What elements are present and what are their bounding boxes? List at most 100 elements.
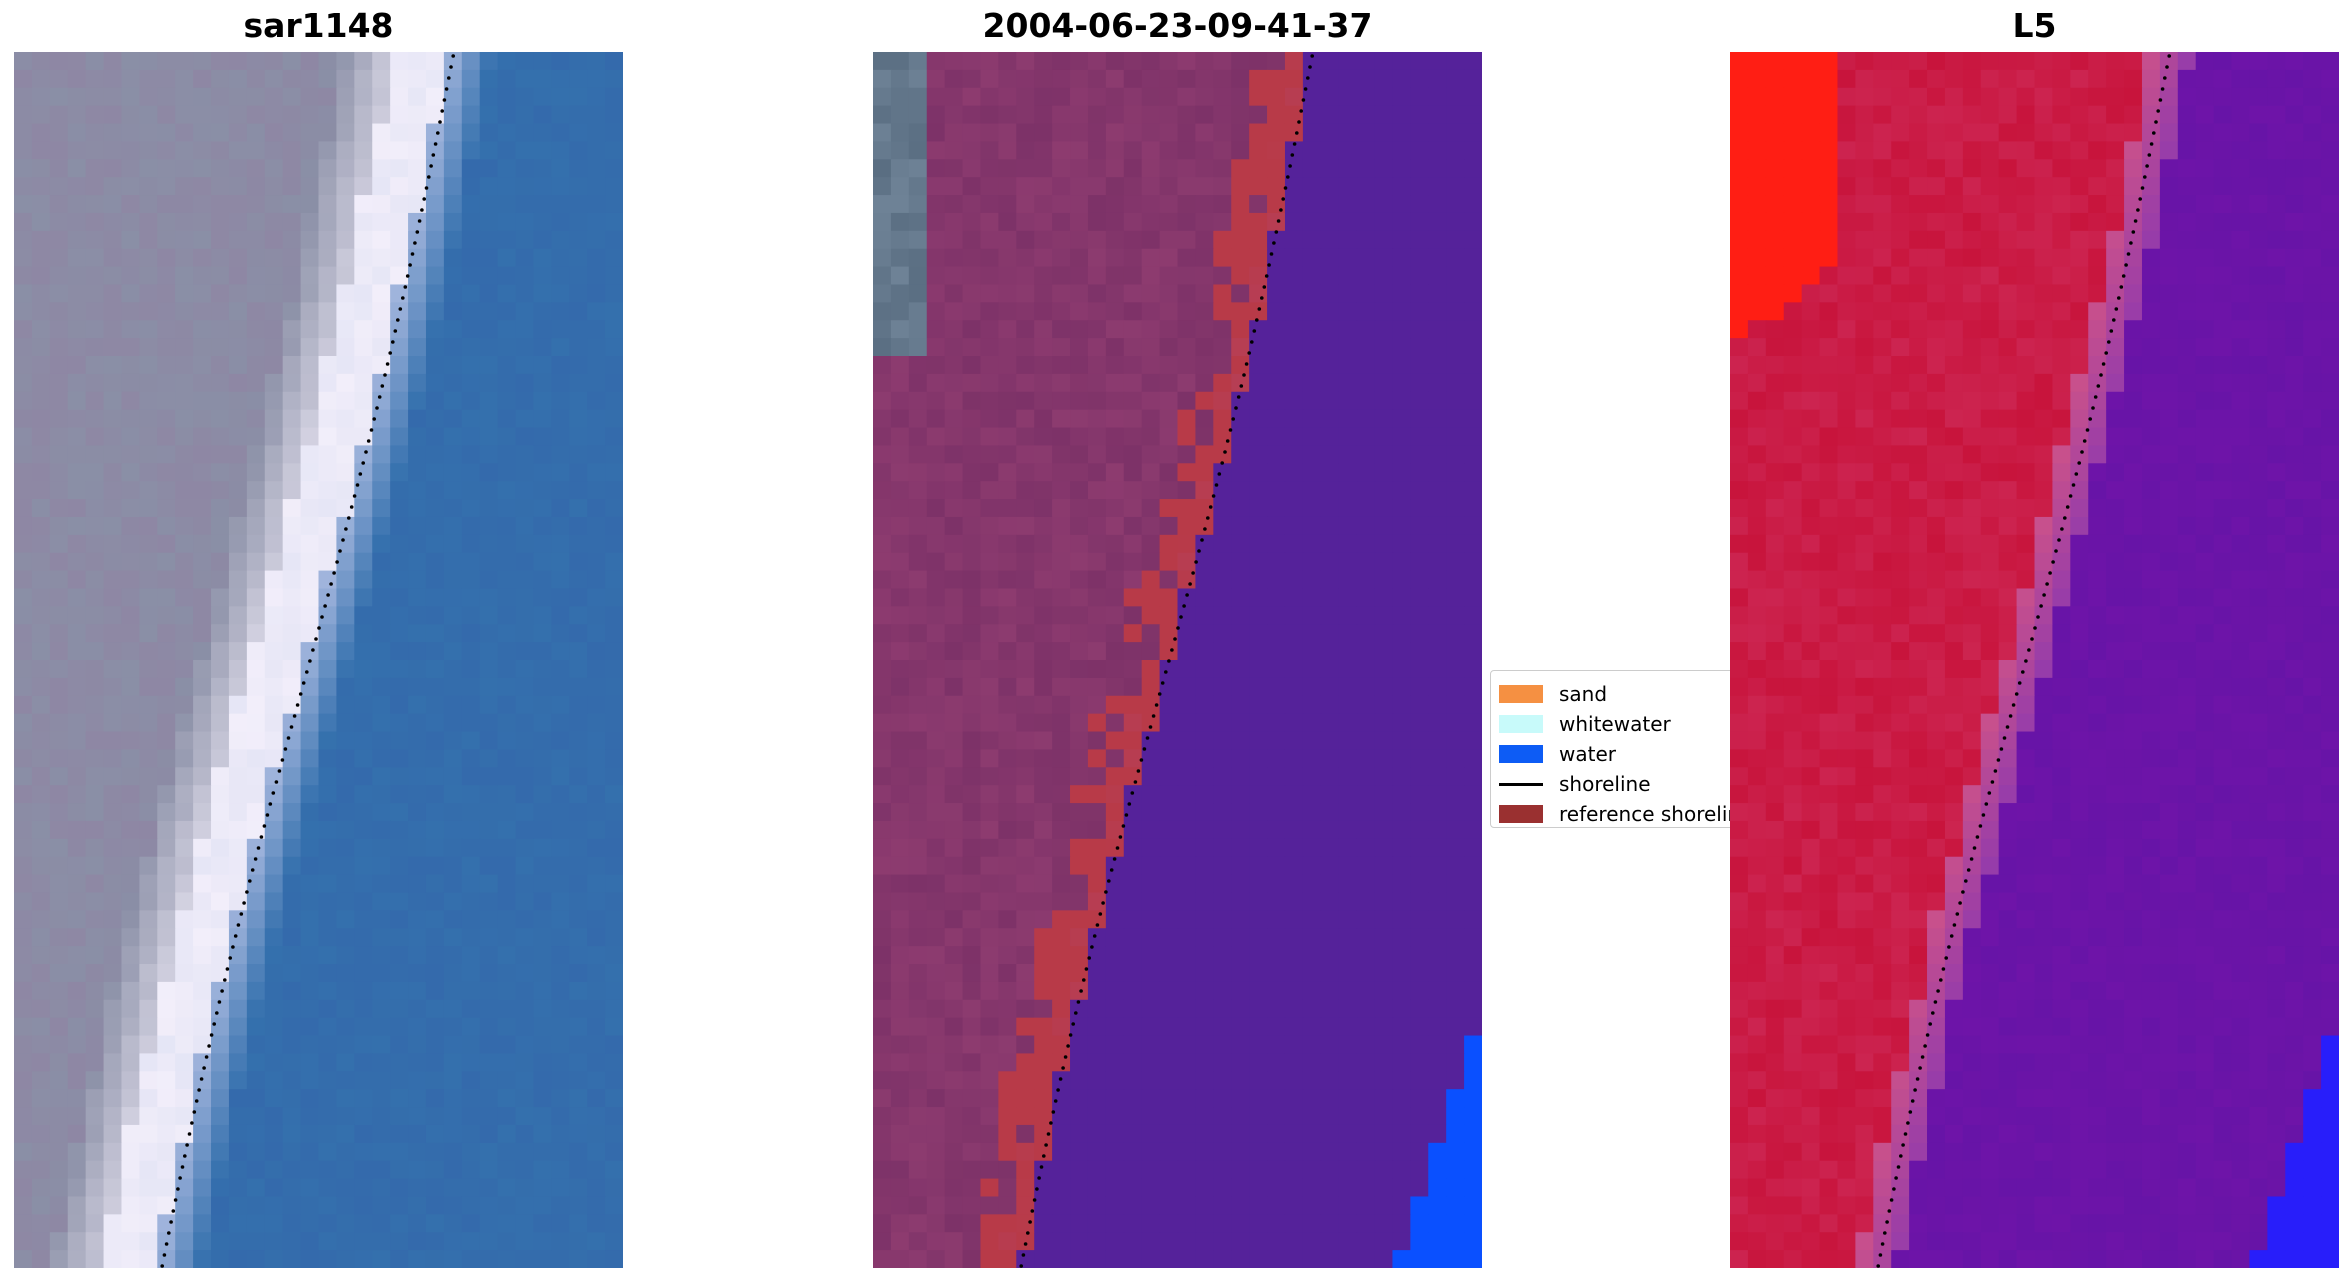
raster-pixel [300,212,320,232]
raster-pixel [890,445,910,464]
raster-pixel [443,803,463,822]
raster-pixel [372,695,391,715]
raster-pixel [282,427,302,447]
raster-pixel [443,248,463,268]
shoreline-dot [1306,76,1310,80]
raster-pixel [1087,516,1107,536]
raster-pixel [1087,266,1107,286]
raster-pixel [926,1035,946,1055]
raster-pixel [551,713,570,733]
raster-pixel [49,1160,69,1180]
raster-pixel [962,1035,982,1055]
raster-pixel [1249,910,1268,929]
raster-pixel [1464,695,1482,715]
raster-pixel [1356,803,1376,822]
raster-pixel [461,606,481,625]
raster-pixel [1267,981,1286,1001]
raster-pixel [67,320,87,339]
raster-pixel [1801,52,1821,71]
raster-pixel [300,373,320,393]
raster-pixel [1249,87,1268,107]
raster-pixel [103,642,123,661]
raster-pixel [1410,427,1429,447]
raster-pixel [980,677,999,697]
raster-pixel [461,1035,481,1055]
raster-pixel [1320,373,1340,393]
raster-pixel [1464,230,1482,250]
raster-pixel [1070,910,1089,929]
raster-pixel [49,928,69,947]
shoreline-dot [1130,791,1135,795]
raster-pixel [1087,570,1107,590]
raster-pixel [1410,391,1429,411]
raster-pixel [1159,1160,1179,1180]
raster-pixel [962,642,982,661]
raster-pixel [1195,248,1214,268]
raster-pixel [497,946,517,965]
raster-pixel [1284,284,1304,303]
raster-pixel [300,695,320,715]
raster-pixel [1141,1142,1161,1162]
raster-pixel [228,499,248,518]
raster-pixel [1464,1142,1482,1162]
raster-pixel [318,785,338,804]
raster-pixel [282,284,302,303]
raster-pixel [2141,87,2161,107]
raster-pixel [85,320,105,339]
raster-pixel [515,785,535,804]
raster-pixel [1016,820,1035,840]
raster-pixel [1087,1107,1107,1126]
raster-pixel [1302,320,1322,339]
raster-pixel [1034,695,1053,715]
raster-pixel [1070,964,1089,983]
raster-pixel [1730,105,1749,125]
raster-pixel [497,749,517,768]
raster-pixel [587,1053,606,1072]
raster-pixel [1410,999,1429,1019]
raster-pixel [1392,767,1411,786]
raster-pixel [1213,624,1232,643]
raster-pixel [121,52,140,71]
raster-pixel [569,373,588,393]
raster-pixel [443,820,463,840]
raster-pixel [1428,1142,1447,1162]
raster-pixel [1338,195,1358,214]
raster-pixel [121,588,140,607]
raster-pixel [1747,52,1767,71]
raster-pixel [14,1107,33,1126]
raster-pixel [980,248,999,268]
raster-pixel [31,1160,51,1180]
raster-pixel [962,695,982,715]
raster-pixel [1392,1089,1411,1108]
shoreline-dot [341,538,345,542]
raster-pixel [49,320,69,339]
raster-pixel [1177,552,1197,572]
raster-pixel [175,731,194,751]
raster-pixel [425,695,445,715]
raster-pixel [998,1232,1017,1251]
raster-pixel [300,642,320,661]
raster-pixel [479,660,499,679]
raster-pixel [1927,87,1946,107]
raster-pixel [515,1035,535,1055]
raster-pixel [31,373,51,393]
raster-pixel [926,1160,946,1180]
raster-pixel [49,981,69,1001]
shoreline-dot [301,681,306,685]
raster-pixel [1177,499,1197,518]
raster-pixel [533,409,552,429]
raster-pixel [497,588,517,607]
raster-pixel [944,230,964,250]
raster-pixel [211,499,230,518]
raster-pixel [31,552,51,572]
raster-pixel [1302,660,1322,679]
raster-pixel [157,481,176,500]
raster-pixel [211,892,230,911]
raster-pixel [193,212,212,232]
raster-pixel [228,1214,248,1233]
raster-pixel [980,570,999,590]
raster-pixel [390,516,409,536]
raster-pixel [1392,552,1411,572]
raster-pixel [318,964,338,983]
raster-pixel [1231,928,1250,947]
